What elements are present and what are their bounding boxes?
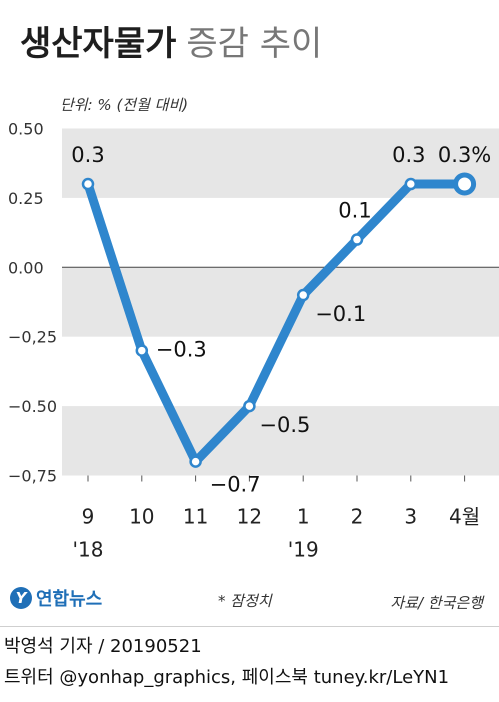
year-label: '18 [73, 538, 104, 562]
data-point [243, 399, 256, 413]
title-main: 생산자물가 [20, 24, 177, 64]
y-tick-label: 0.50 [8, 120, 44, 139]
y-tick-label: −0,25 [8, 328, 57, 347]
data-point [404, 177, 418, 191]
grid-band [62, 406, 499, 476]
source-label: 자료/ 한국은행 [390, 594, 483, 612]
data-label: −0.1 [315, 302, 366, 326]
x-tick-label: 3 [404, 505, 417, 529]
y-tick-label: −0.50 [8, 397, 57, 416]
title-sub: 증감 추이 [186, 24, 323, 64]
y-tick-label: −0,75 [8, 467, 57, 486]
y-tick-label: 0.25 [8, 189, 44, 208]
line-chart: 0.500.250.00−0,25−0.50−0,75 9 10 11 12 1 2 3 4월… [8, 120, 499, 562]
data-label: 0.1 [338, 199, 371, 223]
data-point [81, 177, 95, 191]
data-point [453, 172, 477, 196]
data-point [189, 455, 202, 468]
logo-text: 연합뉴스 [36, 589, 103, 610]
data-label: 0.3% [438, 143, 491, 167]
x-tick-label: 12 [237, 505, 262, 529]
x-tick-label: 1 [297, 505, 310, 529]
x-tick-label: 9 [82, 505, 95, 529]
social-credit: 트위터 @yonhap_graphics, 페이스북 tuney.kr/LeYN… [4, 667, 450, 688]
data-point [296, 288, 310, 302]
data-label: 0.3 [71, 143, 104, 167]
background-bands [62, 128, 499, 476]
byline: 박영석 기자 / 20190521 [4, 636, 202, 657]
provisional-note: * 잠정치 [218, 592, 272, 610]
data-label: −0.7 [210, 473, 261, 497]
y-tick-label: 0.00 [8, 258, 44, 277]
data-point [135, 344, 149, 357]
data-point [350, 233, 364, 246]
footer-divider [0, 626, 499, 627]
yonhap-logo: Y 연합뉴스 [10, 585, 102, 611]
data-points [81, 172, 477, 468]
data-label: −0.3 [156, 338, 207, 362]
x-tick-label: 4월 [449, 505, 480, 529]
x-tick-labels: 9 10 11 12 1 2 3 4월'18'19 [73, 475, 480, 562]
data-label: 0.3 [392, 143, 425, 167]
data-labels: 0.3 −0.3 −0.7 −0.5 −0.1 0.1 0.3 0.3% [71, 143, 491, 497]
x-tick-label: 11 [183, 505, 208, 529]
chart-title: 생산자물가 증감 추이 [20, 16, 322, 65]
x-tick-label: 2 [351, 505, 364, 529]
unit-label: 단위: % (전월 대비) [60, 96, 189, 114]
logo-mark-icon: Y [10, 587, 32, 609]
year-label: '19 [288, 538, 319, 562]
x-tick-label: 10 [129, 505, 154, 529]
series-line [83, 179, 470, 467]
data-label: −0.5 [259, 413, 310, 437]
y-tick-labels: 0.50 0.25 0.00 −0,25 −0.50 −0,75 [8, 120, 57, 486]
